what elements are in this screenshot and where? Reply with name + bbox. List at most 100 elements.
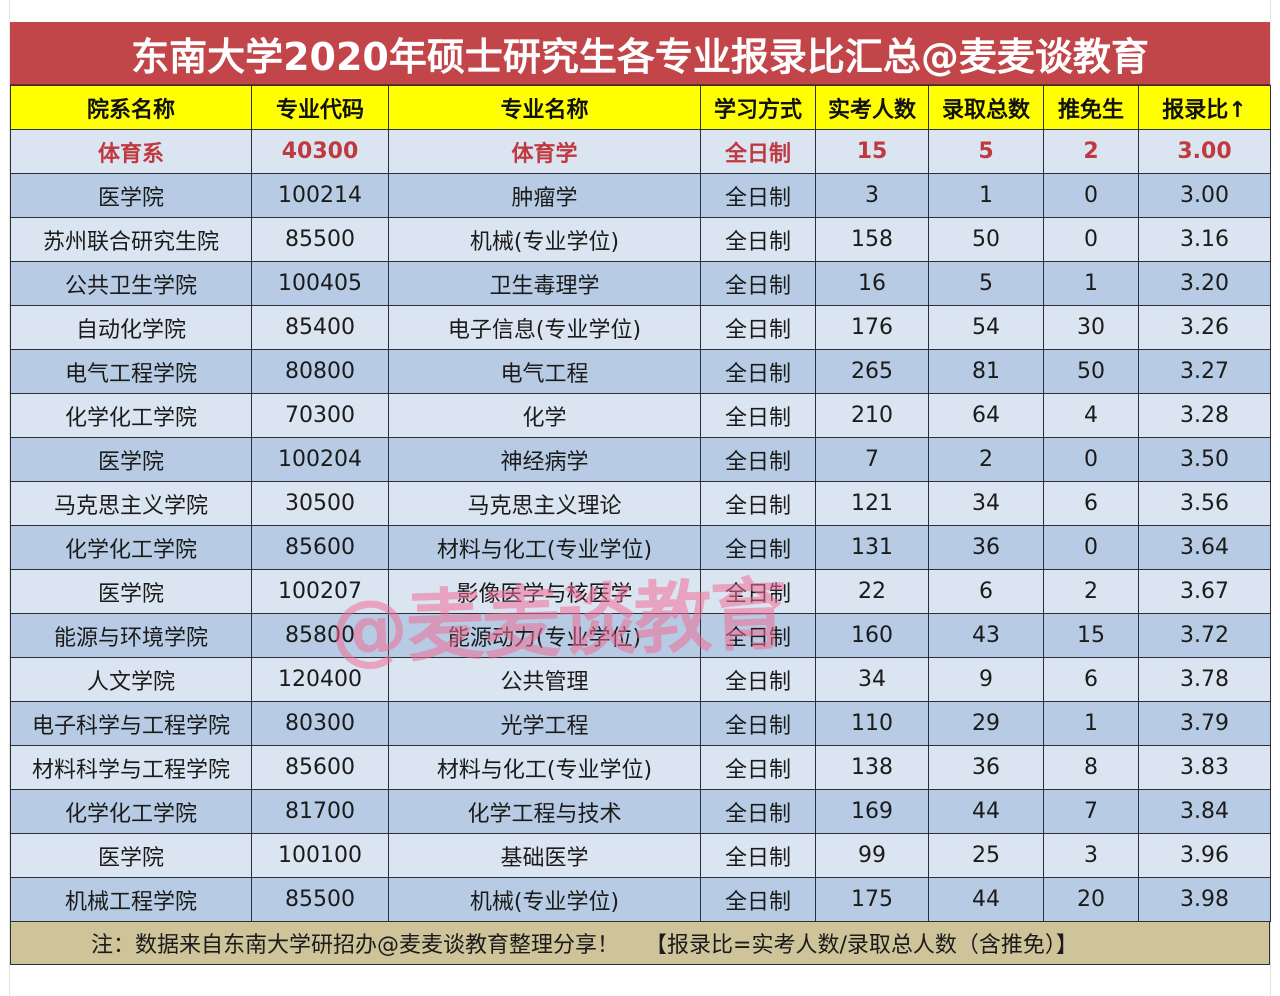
cell-examinees: 121 xyxy=(815,481,929,526)
table-row: 医学院 100204 神经病学 全日制 7 2 0 3.50 xyxy=(10,437,1271,482)
sheet-title: 东南大学2020年硕士研究生各专业报录比汇总@麦麦谈教育 xyxy=(10,22,1270,85)
cell-major-code: 81700 xyxy=(251,789,389,834)
cell-study-mode: 全日制 xyxy=(700,437,816,482)
cell-study-mode: 全日制 xyxy=(700,877,816,922)
cell-ratio: 3.84 xyxy=(1138,789,1271,834)
cell-study-mode: 全日制 xyxy=(700,789,816,834)
cell-ratio: 3.16 xyxy=(1138,217,1271,262)
cell-study-mode: 全日制 xyxy=(700,129,816,174)
table-row: 马克思主义学院 30500 马克思主义理论 全日制 121 34 6 3.56 xyxy=(10,481,1271,526)
cell-major-code: 30500 xyxy=(251,481,389,526)
cell-admitted: 34 xyxy=(928,481,1044,526)
cell-examinees: 176 xyxy=(815,305,929,350)
table-row: 医学院 100100 基础医学 全日制 99 25 3 3.96 xyxy=(10,833,1271,878)
col-header-major-code: 专业代码 xyxy=(251,85,389,130)
cell-examinees: 210 xyxy=(815,393,929,438)
cell-major-name: 光学工程 xyxy=(388,701,701,746)
cell-major-name: 卫生毒理学 xyxy=(388,261,701,306)
cell-study-mode: 全日制 xyxy=(700,349,816,394)
cell-major-name: 公共管理 xyxy=(388,657,701,702)
cell-admitted: 50 xyxy=(928,217,1044,262)
table-row: 化学化工学院 70300 化学 全日制 210 64 4 3.28 xyxy=(10,393,1271,438)
cell-examinees: 175 xyxy=(815,877,929,922)
cell-examinees: 22 xyxy=(815,569,929,614)
cell-ratio: 3.20 xyxy=(1138,261,1271,306)
cell-major-name: 材料与化工(专业学位) xyxy=(388,525,701,570)
cell-ratio: 3.79 xyxy=(1138,701,1271,746)
cell-examinees: 169 xyxy=(815,789,929,834)
cell-department: 机械工程学院 xyxy=(10,877,252,922)
cell-recommended: 20 xyxy=(1043,877,1139,922)
cell-major-code: 100214 xyxy=(251,173,389,218)
table-row: 医学院 100214 肿瘤学 全日制 3 1 0 3.00 xyxy=(10,173,1271,218)
cell-major-name: 能源动力(专业学位) xyxy=(388,613,701,658)
cell-examinees: 110 xyxy=(815,701,929,746)
table-row: 电子科学与工程学院 80300 光学工程 全日制 110 29 1 3.79 xyxy=(10,701,1271,746)
cell-study-mode: 全日制 xyxy=(700,525,816,570)
cell-examinees: 131 xyxy=(815,525,929,570)
cell-recommended: 2 xyxy=(1043,569,1139,614)
cell-major-code: 80800 xyxy=(251,349,389,394)
cell-department: 公共卫生学院 xyxy=(10,261,252,306)
cell-study-mode: 全日制 xyxy=(700,393,816,438)
cell-major-name: 机械(专业学位) xyxy=(388,217,701,262)
table-row: 电气工程学院 80800 电气工程 全日制 265 81 50 3.27 xyxy=(10,349,1271,394)
cell-examinees: 265 xyxy=(815,349,929,394)
cell-ratio: 3.67 xyxy=(1138,569,1271,614)
cell-examinees: 16 xyxy=(815,261,929,306)
table-row: 材料科学与工程学院 85600 材料与化工(专业学位) 全日制 138 36 8 3.83 xyxy=(10,745,1271,790)
table-row: 公共卫生学院 100405 卫生毒理学 全日制 16 5 1 3.20 xyxy=(10,261,1271,306)
cell-department: 电子科学与工程学院 xyxy=(10,701,252,746)
col-header-department: 院系名称 xyxy=(10,85,252,130)
cell-examinees: 34 xyxy=(815,657,929,702)
page-edge-right xyxy=(1270,0,1271,996)
cell-major-code: 85400 xyxy=(251,305,389,350)
cell-ratio: 3.28 xyxy=(1138,393,1271,438)
table-row: 医学院 100207 影像医学与核医学 全日制 22 6 2 3.67 xyxy=(10,569,1271,614)
cell-admitted: 25 xyxy=(928,833,1044,878)
cell-study-mode: 全日制 xyxy=(700,701,816,746)
cell-study-mode: 全日制 xyxy=(700,261,816,306)
cell-major-code: 85500 xyxy=(251,217,389,262)
table-row: 苏州联合研究生院 85500 机械(专业学位) 全日制 158 50 0 3.16 xyxy=(10,217,1271,262)
cell-recommended: 50 xyxy=(1043,349,1139,394)
cell-recommended: 0 xyxy=(1043,437,1139,482)
cell-major-name: 材料与化工(专业学位) xyxy=(388,745,701,790)
cell-recommended: 6 xyxy=(1043,481,1139,526)
cell-recommended: 7 xyxy=(1043,789,1139,834)
cell-major-name: 机械(专业学位) xyxy=(388,877,701,922)
cell-ratio: 3.00 xyxy=(1138,129,1271,174)
cell-ratio: 3.64 xyxy=(1138,525,1271,570)
cell-recommended: 3 xyxy=(1043,833,1139,878)
cell-department: 材料科学与工程学院 xyxy=(10,745,252,790)
cell-ratio: 3.83 xyxy=(1138,745,1271,790)
cell-department: 医学院 xyxy=(10,437,252,482)
cell-recommended: 0 xyxy=(1043,173,1139,218)
cell-major-code: 100100 xyxy=(251,833,389,878)
cell-department: 医学院 xyxy=(10,833,252,878)
cell-major-code: 100207 xyxy=(251,569,389,614)
cell-ratio: 3.78 xyxy=(1138,657,1271,702)
cell-examinees: 3 xyxy=(815,173,929,218)
cell-major-code: 100405 xyxy=(251,261,389,306)
cell-major-code: 85800 xyxy=(251,613,389,658)
col-header-examinees: 实考人数 xyxy=(815,85,929,130)
cell-ratio: 3.27 xyxy=(1138,349,1271,394)
cell-major-name: 化学 xyxy=(388,393,701,438)
cell-admitted: 44 xyxy=(928,789,1044,834)
cell-recommended: 1 xyxy=(1043,701,1139,746)
cell-major-code: 85500 xyxy=(251,877,389,922)
col-header-study-mode: 学习方式 xyxy=(700,85,816,130)
cell-major-name: 马克思主义理论 xyxy=(388,481,701,526)
cell-study-mode: 全日制 xyxy=(700,569,816,614)
cell-department: 医学院 xyxy=(10,173,252,218)
cell-recommended: 0 xyxy=(1043,217,1139,262)
cell-study-mode: 全日制 xyxy=(700,613,816,658)
cell-department: 化学化工学院 xyxy=(10,393,252,438)
cell-study-mode: 全日制 xyxy=(700,217,816,262)
table-row: 自动化学院 85400 电子信息(专业学位) 全日制 176 54 30 3.26 xyxy=(10,305,1271,350)
cell-admitted: 1 xyxy=(928,173,1044,218)
cell-major-code: 85600 xyxy=(251,525,389,570)
table-row: 化学化工学院 85600 材料与化工(专业学位) 全日制 131 36 0 3.64 xyxy=(10,525,1271,570)
col-header-ratio: 报录比↑ xyxy=(1138,85,1271,130)
